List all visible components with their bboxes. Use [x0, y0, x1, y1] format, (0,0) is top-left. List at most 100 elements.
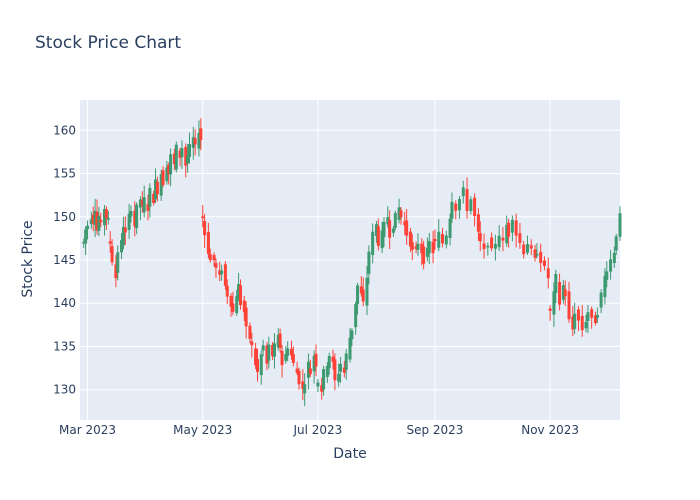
candle: [295, 361, 299, 376]
candle: [612, 246, 616, 269]
candle-body: [86, 225, 90, 230]
candle: [248, 322, 252, 344]
candle-body: [399, 210, 403, 218]
candle: [206, 222, 210, 259]
y-tick-label: 160: [53, 123, 76, 137]
candle: [231, 291, 235, 316]
candle: [86, 220, 90, 240]
candle-body: [295, 368, 299, 373]
candle: [458, 195, 462, 219]
candle: [197, 120, 201, 157]
candle: [605, 261, 609, 288]
candle: [316, 378, 320, 393]
candle: [199, 118, 203, 151]
candle: [259, 350, 263, 385]
y-tick-label: 150: [53, 210, 76, 224]
candle-body: [333, 359, 337, 381]
candle-body: [286, 348, 290, 356]
candle: [554, 269, 558, 304]
candle-body: [201, 216, 205, 219]
candle: [388, 210, 392, 250]
candle: [546, 257, 550, 289]
candle: [129, 205, 133, 223]
candle-body: [278, 333, 282, 348]
candle-body: [129, 211, 133, 217]
candle-body: [303, 384, 307, 394]
candle: [314, 344, 318, 377]
candle: [242, 295, 246, 322]
candle-body: [297, 370, 301, 385]
y-tick-label: 155: [53, 167, 76, 181]
candle: [478, 221, 482, 252]
candle: [507, 219, 511, 248]
candle: [155, 176, 159, 202]
candle: [454, 200, 458, 220]
candle: [303, 373, 307, 407]
candle-body: [525, 243, 529, 253]
candle: [558, 273, 562, 311]
candle-body: [482, 243, 486, 250]
candle: [354, 301, 358, 335]
candle: [490, 232, 494, 252]
candle-body: [356, 285, 360, 305]
candle-body: [339, 363, 343, 372]
candle: [586, 305, 590, 334]
candle: [448, 213, 452, 246]
candle: [441, 227, 445, 248]
candle-body: [97, 216, 101, 231]
candle: [371, 223, 375, 264]
x-tick-label: Sep 2023: [406, 423, 463, 437]
candle-body: [203, 221, 207, 236]
candle-body: [174, 144, 178, 170]
candle: [327, 352, 331, 375]
candle-body: [169, 154, 173, 175]
candle: [250, 332, 254, 358]
candle-body: [609, 259, 613, 272]
candle: [193, 129, 197, 156]
candle-body: [354, 304, 358, 328]
candle-body: [454, 203, 458, 211]
y-axis-title: Stock Price: [20, 220, 36, 298]
candle-body: [121, 226, 125, 246]
x-tick-label: May 2023: [173, 423, 232, 437]
candle: [286, 341, 290, 362]
candle-body: [552, 291, 556, 315]
candle-body: [476, 214, 480, 232]
candle: [220, 264, 224, 281]
candle: [486, 242, 490, 256]
candle-body: [584, 321, 588, 329]
candle: [261, 339, 265, 357]
candle: [567, 282, 571, 323]
candle-body: [595, 314, 599, 318]
candle: [186, 144, 190, 173]
candle-body: [558, 281, 562, 305]
candle: [476, 208, 480, 241]
candle-body: [327, 356, 331, 369]
candle: [146, 194, 150, 221]
candle-body: [437, 231, 441, 248]
candle: [493, 234, 497, 261]
candle: [584, 315, 588, 333]
candle-body: [180, 148, 184, 158]
candle-body: [84, 229, 88, 244]
candle: [106, 210, 110, 225]
candle: [593, 311, 597, 326]
candle-body: [522, 244, 526, 255]
candle-body: [603, 276, 607, 298]
candle-body: [427, 240, 431, 254]
candle-body: [441, 234, 445, 244]
candle-body: [612, 252, 616, 264]
candle: [501, 227, 505, 252]
candle-body: [605, 271, 609, 280]
candle-body: [388, 220, 392, 238]
candle-body: [238, 285, 242, 306]
candle-body: [380, 230, 384, 249]
candle-body: [108, 241, 112, 244]
candle-body: [376, 226, 380, 246]
candle: [609, 250, 613, 280]
candle-body: [465, 189, 469, 211]
candle-body: [410, 242, 414, 250]
candle-body: [590, 309, 594, 318]
candle: [580, 304, 584, 337]
candle-body: [325, 365, 329, 378]
